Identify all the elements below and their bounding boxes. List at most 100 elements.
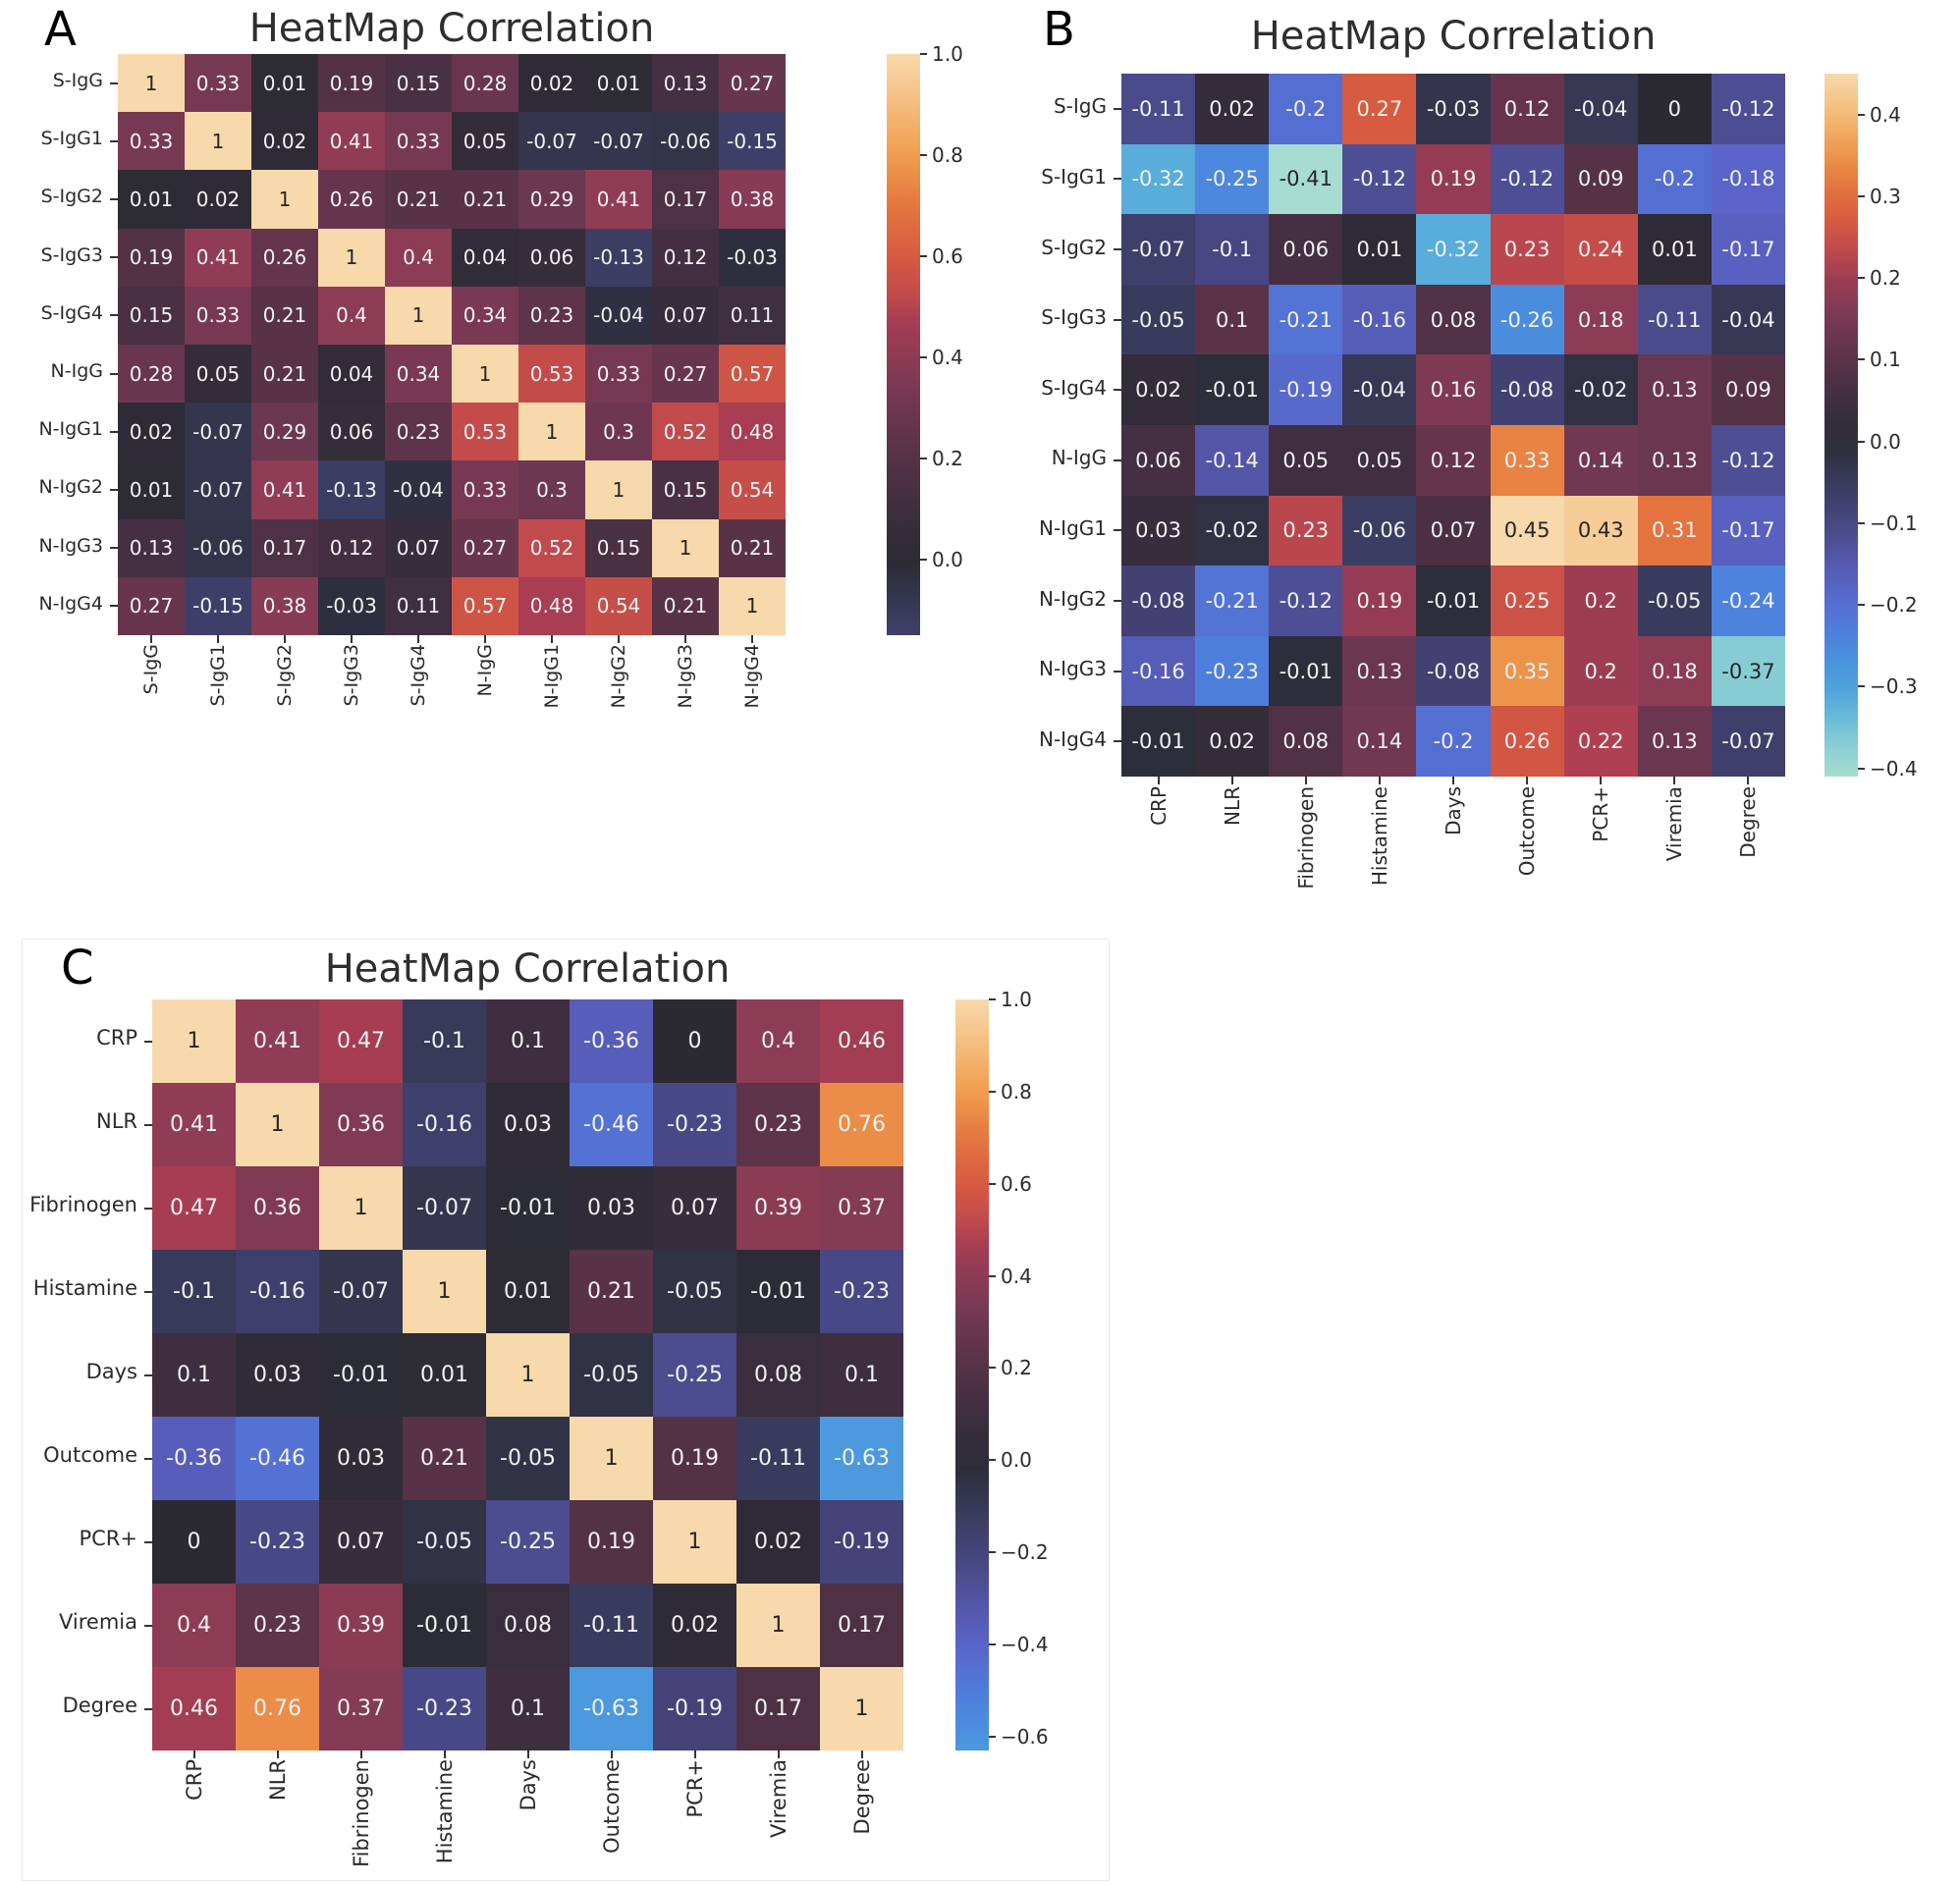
heatmap-cell: 0.02 bbox=[1195, 74, 1270, 144]
heatmap-cell: -0.41 bbox=[1269, 143, 1343, 215]
heatmap-cell: 0.33 bbox=[185, 54, 251, 113]
row-tick-label: S-IgG2 bbox=[40, 186, 103, 208]
heatmap-cell: 0.08 bbox=[486, 1584, 570, 1667]
heatmap-cell: 0.53 bbox=[452, 403, 518, 461]
colorbar-tick-label: 1.0 bbox=[932, 42, 963, 66]
heatmap-cell: 0.19 bbox=[1416, 143, 1491, 215]
heatmap-cell: -0.23 bbox=[403, 1667, 486, 1750]
heatmap-cell: 1 bbox=[518, 403, 585, 461]
heatmap-cell: 0.07 bbox=[1416, 495, 1491, 566]
heatmap-cell: 0.21 bbox=[570, 1250, 653, 1333]
heatmap-cell: 0.19 bbox=[653, 1417, 736, 1500]
heatmap-cell: 0.01 bbox=[118, 170, 185, 229]
heatmap-cell: -0.04 bbox=[585, 286, 652, 345]
heatmap-cell: 0.21 bbox=[251, 345, 318, 404]
heatmap-cell: 0.11 bbox=[385, 576, 452, 635]
row-tick-label: Histamine bbox=[32, 1276, 137, 1301]
heatmap-cell: 0.06 bbox=[1121, 424, 1196, 496]
heatmap-cell: -0.11 bbox=[570, 1584, 653, 1667]
heatmap-cell: 0.14 bbox=[1342, 706, 1417, 777]
heatmap-cell: 0.25 bbox=[1490, 566, 1564, 636]
col-tick-label: PCR+ bbox=[1589, 785, 1613, 842]
row-tick-label: S-IgG1 bbox=[1041, 165, 1107, 188]
colorbar-tick-label: 0.8 bbox=[1001, 1079, 1032, 1104]
heatmap-cell: 0.05 bbox=[1342, 424, 1417, 496]
heatmap-cell: 0.29 bbox=[251, 403, 318, 461]
axis-tick-mark bbox=[1114, 318, 1121, 321]
axis-tick-mark bbox=[110, 489, 118, 491]
heatmap-cell: 0.57 bbox=[719, 345, 786, 404]
col-tick-label: Days bbox=[516, 1758, 540, 1811]
colorbar-tick-mark bbox=[989, 998, 996, 1000]
axis-tick-mark bbox=[110, 314, 118, 317]
heatmap-cell: -0.07 bbox=[1711, 706, 1785, 777]
heatmap-cell: 0.57 bbox=[452, 576, 518, 635]
heatmap-cell: 0.01 bbox=[486, 1250, 570, 1333]
heatmap-cell: 0.14 bbox=[1563, 424, 1638, 496]
axis-tick-mark bbox=[684, 635, 686, 643]
heatmap-cell: 0.02 bbox=[185, 170, 251, 229]
axis-tick-mark bbox=[1114, 458, 1121, 461]
axis-tick-mark bbox=[144, 1540, 152, 1543]
col-tick-label: Degree bbox=[1736, 785, 1761, 858]
heatmap-cell: 0.21 bbox=[452, 170, 518, 229]
heatmap-cell: 0.31 bbox=[1637, 495, 1712, 566]
heatmap-cell: 1 bbox=[653, 1500, 736, 1584]
heatmap-cell: 0 bbox=[653, 999, 736, 1083]
heatmap-cell: -0.63 bbox=[820, 1417, 903, 1500]
heatmap-cell: 1 bbox=[319, 1166, 403, 1250]
heatmap-cell: 0.05 bbox=[452, 112, 518, 171]
axis-tick-mark bbox=[1157, 777, 1160, 784]
heatmap-cell: -0.04 bbox=[1342, 354, 1417, 425]
heatmap-cell: 0.18 bbox=[1563, 284, 1638, 355]
row-tick-label: N-IgG2 bbox=[1039, 586, 1107, 611]
axis-tick-mark bbox=[144, 1707, 152, 1710]
heatmap-cell: 1 bbox=[820, 1667, 903, 1750]
axis-tick-mark bbox=[610, 1750, 613, 1758]
colorbar-tick-mark bbox=[989, 1274, 996, 1277]
heatmap-cell: 0.1 bbox=[820, 1333, 903, 1417]
heatmap-cell: 1 bbox=[736, 1584, 820, 1667]
heatmap-cell: 0.03 bbox=[570, 1166, 653, 1250]
heatmap-cell: 0.08 bbox=[736, 1333, 820, 1417]
colorbar-tick-label: 0.2 bbox=[1870, 266, 1901, 291]
col-tick-label: S-IgG4 bbox=[408, 644, 429, 707]
heatmap-cell: 1 bbox=[318, 228, 385, 287]
heatmap-cell: -0.19 bbox=[1269, 354, 1343, 425]
heatmap-cell: -0.23 bbox=[1195, 635, 1270, 707]
heatmap-cell: 1 bbox=[251, 170, 318, 229]
heatmap-cell: -0.15 bbox=[719, 112, 786, 171]
row-tick-label: PCR+ bbox=[79, 1527, 137, 1551]
axis-tick-mark bbox=[1747, 777, 1750, 784]
heatmap-cell: 0.02 bbox=[736, 1500, 820, 1584]
axis-tick-mark bbox=[693, 1750, 696, 1758]
heatmap-cell: 0.43 bbox=[1563, 495, 1638, 566]
heatmap-cell: 0.02 bbox=[1195, 706, 1270, 777]
axis-tick-mark bbox=[417, 635, 419, 643]
heatmap-cell: 1 bbox=[236, 1083, 319, 1166]
heatmap-cell: 0.02 bbox=[251, 112, 318, 171]
heatmap-cell: -0.12 bbox=[1711, 424, 1785, 496]
col-tick-label: S-IgG1 bbox=[207, 644, 229, 707]
col-tick-label: NLR bbox=[1220, 785, 1244, 826]
heatmap-cell: -0.02 bbox=[1195, 495, 1270, 566]
heatmap-cell: 0.01 bbox=[251, 54, 318, 113]
col-tick-label: Histamine bbox=[432, 1758, 457, 1864]
row-tick-label: S-IgG4 bbox=[1041, 375, 1107, 400]
heatmap-cell: -0.32 bbox=[1121, 143, 1196, 215]
heatmap-cell: 0.48 bbox=[719, 403, 786, 461]
heatmap-cell: -0.04 bbox=[1711, 284, 1785, 355]
heatmap-cell: 0.19 bbox=[1342, 566, 1417, 636]
heatmap-cell: 0.02 bbox=[1121, 354, 1196, 425]
heatmap-cell: 0.27 bbox=[1342, 74, 1417, 144]
heatmap-cell: 0.53 bbox=[518, 345, 585, 404]
heatmap-cell: 0.4 bbox=[736, 999, 820, 1083]
heatmap-cell: -0.32 bbox=[1416, 214, 1491, 285]
heatmap-cell: 0.23 bbox=[518, 286, 585, 345]
row-tick-label: S-IgG bbox=[52, 69, 103, 91]
panel-a-title: HeatMap Correlation bbox=[248, 6, 655, 51]
colorbar-tick-mark bbox=[920, 457, 927, 459]
heatmap-cell: 0.21 bbox=[719, 518, 786, 577]
row-tick-label: N-IgG4 bbox=[1039, 727, 1107, 751]
heatmap-cell: -0.07 bbox=[319, 1250, 403, 1333]
